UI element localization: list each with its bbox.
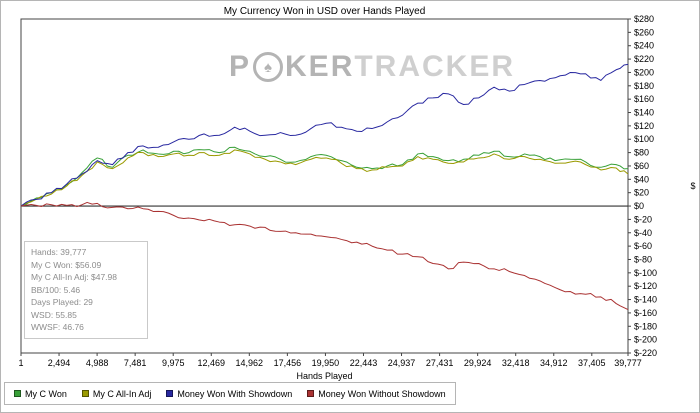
y-tick-label: $220 — [634, 54, 654, 64]
x-tick-label: 7,481 — [124, 358, 147, 368]
legend-label: My C All-In Adj — [92, 388, 152, 399]
x-tick-label: 24,937 — [388, 358, 416, 368]
stats-line: Days Played: 29 — [31, 297, 93, 307]
x-tick-label: 12,469 — [198, 358, 226, 368]
series-line-money-won-without-showdown — [20, 201, 629, 311]
y-tick-label: $-200 — [634, 335, 657, 345]
y-tick-label: $-180 — [634, 321, 657, 331]
legend-label: Money Won Without Showdown — [318, 388, 446, 399]
x-tick-label: 37,405 — [578, 358, 606, 368]
x-tick-label: 29,924 — [464, 358, 492, 368]
y-tick-label: $0 — [634, 201, 644, 211]
legend-swatch — [14, 390, 21, 397]
y-tick-label: $120 — [634, 121, 654, 131]
y-tick-label: $-20 — [634, 214, 652, 224]
legend-item: My C All-In Adj — [81, 388, 152, 399]
series-line-my-c-won — [20, 146, 629, 207]
y-tick-label: $-40 — [634, 228, 652, 238]
chart-title: My Currency Won in USD over Hands Played — [223, 6, 426, 17]
y-tick-label: $200 — [634, 67, 654, 77]
legend-label: My C Won — [25, 388, 67, 399]
series-line-my-c-all-in-adj — [20, 149, 629, 207]
y-tick-label: $240 — [634, 41, 654, 51]
y-tick-label: $-80 — [634, 254, 652, 264]
y-tick-label: $80 — [634, 148, 649, 158]
legend-item: Money Won Without Showdown — [307, 388, 446, 399]
y-tick-label: $-160 — [634, 308, 657, 318]
x-tick-label: 22,443 — [350, 358, 378, 368]
x-tick-label: 17,456 — [274, 358, 302, 368]
y-tick-label: $100 — [634, 134, 654, 144]
stats-line: Hands: 39,777 — [31, 247, 87, 257]
x-tick-label: 14,962 — [236, 358, 264, 368]
y-tick-label: $280 — [634, 14, 654, 24]
y-tick-label: $-120 — [634, 281, 657, 291]
legend-swatch — [81, 390, 89, 397]
x-tick-label: 39,777 — [614, 358, 642, 368]
y-tick-label: $160 — [634, 94, 654, 104]
y-tick-label: $260 — [634, 27, 654, 37]
y-tick-label: $-220 — [634, 348, 657, 358]
y-tick-label: $60 — [634, 161, 649, 171]
stats-line: My C All-In Adj: $47.98 — [31, 272, 117, 282]
x-tick-label: 2,494 — [48, 358, 71, 368]
y-tick-label: $180 — [634, 81, 654, 91]
x-tick-label: 9,975 — [162, 358, 185, 368]
stats-line: WSD: 55.85 — [31, 309, 77, 320]
x-tick-label: 27,431 — [426, 358, 454, 368]
y-tick-label: $20 — [634, 188, 649, 198]
stats-box: Hands: 39,777 My C Won: $56.09 My C All-In… — [24, 241, 148, 339]
y-tick-label: $140 — [634, 108, 654, 118]
y-tick-label: $-60 — [634, 241, 652, 251]
legend-item: My C Won — [14, 389, 67, 399]
x-axis-title: Hands Played — [296, 371, 352, 381]
legend-label: Money Won With Showdown — [177, 388, 293, 399]
x-tick-label: 4,988 — [86, 358, 109, 368]
x-tick-label: 34,912 — [540, 358, 568, 368]
plot-border — [20, 18, 629, 354]
legend-item: Money Won With Showdown — [166, 389, 292, 399]
legend-swatch — [166, 390, 174, 397]
legend: My C Won My C All-In Adj Money Won With Sh… — [4, 382, 456, 405]
y-tick-label: $-100 — [634, 268, 657, 278]
y-tick-label: $-140 — [634, 295, 657, 305]
y-axis-title: $ — [690, 181, 695, 191]
x-tick-label: 32,418 — [502, 358, 530, 368]
series-line-money-won-with-showdown — [20, 63, 629, 207]
stats-line: WWSF: 46.76 — [31, 322, 84, 332]
stats-line: My C Won: $56.09 — [31, 259, 102, 270]
x-tick-label: 1 — [18, 358, 23, 368]
y-tick-label: $40 — [634, 174, 649, 184]
stats-line: BB/100: 5.46 — [31, 284, 81, 295]
legend-swatch — [307, 390, 315, 397]
x-tick-label: 19,950 — [312, 358, 340, 368]
